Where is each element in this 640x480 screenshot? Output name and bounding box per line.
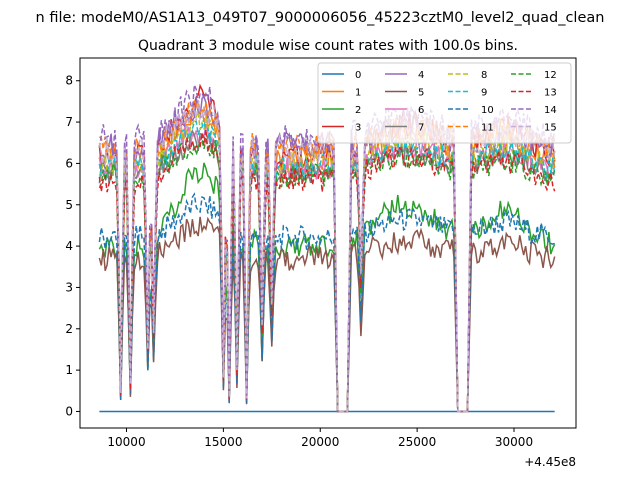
legend-label-7: 7 bbox=[418, 123, 424, 134]
y-tick-label: 4 bbox=[65, 239, 73, 253]
legend-label-3: 3 bbox=[355, 123, 361, 134]
legend-label-8: 8 bbox=[481, 70, 487, 81]
series-line-15 bbox=[98, 100, 556, 413]
x-offset-label: +4.45e8 bbox=[524, 455, 576, 469]
legend-label-12: 12 bbox=[544, 70, 557, 81]
legend-label-4: 4 bbox=[418, 70, 424, 81]
figure-suptitle: n file: modeM0/AS1A13_049T07_9000006056_… bbox=[36, 10, 605, 26]
legend-label-6: 6 bbox=[418, 105, 424, 116]
legend-box bbox=[317, 62, 572, 144]
series-line-10 bbox=[98, 192, 555, 413]
x-tick-label: 15000 bbox=[204, 435, 242, 449]
legend-label-10: 10 bbox=[481, 105, 494, 116]
y-tick-label: 2 bbox=[65, 322, 73, 336]
x-tick-label: 30000 bbox=[495, 435, 533, 449]
legend-label-5: 5 bbox=[418, 88, 424, 99]
y-tick-label: 0 bbox=[65, 404, 73, 418]
x-tick-label: 10000 bbox=[107, 435, 145, 449]
legend-label-11: 11 bbox=[481, 123, 494, 134]
x-tick-label: 20000 bbox=[301, 435, 339, 449]
legend-label-14: 14 bbox=[544, 105, 557, 116]
legend-label-13: 13 bbox=[544, 88, 557, 99]
series-line-12 bbox=[98, 137, 556, 413]
series-line-13 bbox=[98, 129, 556, 413]
legend-label-2: 2 bbox=[355, 105, 361, 116]
chart-title: Quadrant 3 module wise count rates with … bbox=[138, 38, 518, 54]
legend-label-1: 1 bbox=[355, 88, 361, 99]
plot-frame bbox=[79, 57, 577, 429]
x-tick-label: 25000 bbox=[398, 435, 436, 449]
y-tick-label: 1 bbox=[65, 363, 73, 377]
x-axis: 10000 15000 20000 25000 30000 bbox=[107, 428, 533, 449]
y-tick-label: 6 bbox=[65, 156, 73, 170]
y-tick-label: 5 bbox=[65, 198, 73, 212]
y-axis: 0 1 2 3 4 5 6 7 8 bbox=[65, 74, 80, 418]
y-tick-label: 8 bbox=[65, 74, 73, 88]
legend-label-15: 15 bbox=[544, 123, 557, 134]
series-line-5 bbox=[98, 216, 556, 413]
legend-label-9: 9 bbox=[481, 88, 487, 99]
y-tick-label: 3 bbox=[65, 280, 73, 294]
legend-label-0: 0 bbox=[355, 70, 361, 81]
y-tick-label: 7 bbox=[65, 115, 73, 129]
